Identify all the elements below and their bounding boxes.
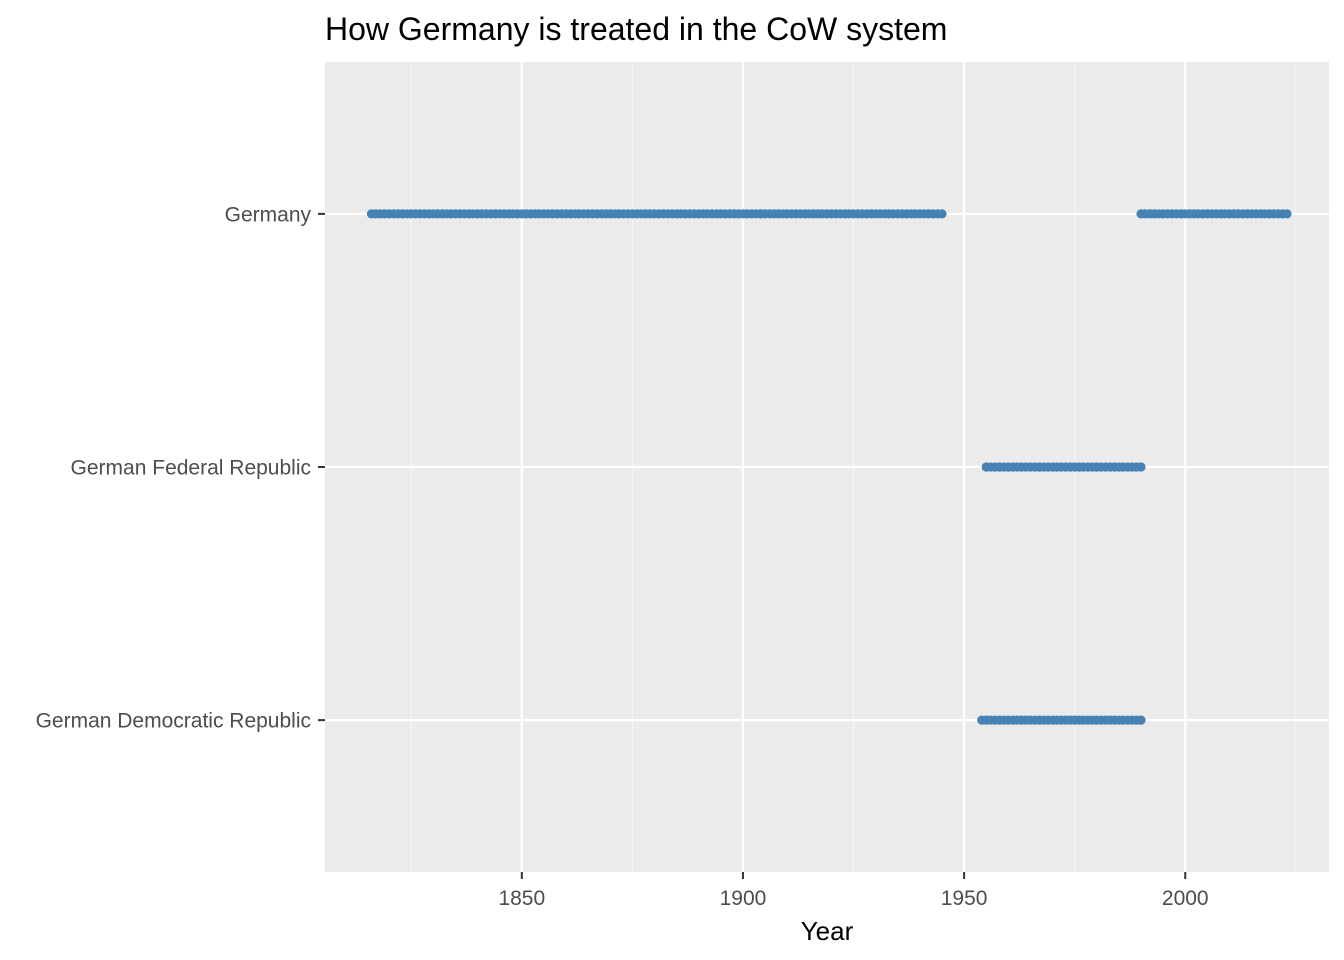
x-tick-label-1850: 1850 [498, 887, 545, 910]
point-1-1945 [937, 209, 947, 219]
x-tick-label-2000: 2000 [1162, 887, 1209, 910]
x-tick-label-1950: 1950 [941, 887, 988, 910]
x-axis: 1850 1900 1950 2000 [498, 872, 1209, 910]
y-tick-label-3: German Democratic Republic [36, 710, 311, 733]
y-axis: Germany German Federal Republic German Dem… [36, 203, 325, 733]
x-axis-title: Year [801, 916, 854, 946]
point-2-1990 [1136, 462, 1146, 472]
x-tick-label-1900: 1900 [720, 887, 767, 910]
major-gridlines [325, 62, 1329, 872]
chart-title: How Germany is treated in the CoW system [325, 11, 947, 47]
y-tick-label-1: Germany [225, 203, 312, 226]
y-tick-label-2: German Federal Republic [71, 457, 311, 480]
point-1-2023 [1282, 209, 1292, 219]
data-points [366, 209, 1292, 725]
point-3-1990 [1136, 715, 1146, 725]
